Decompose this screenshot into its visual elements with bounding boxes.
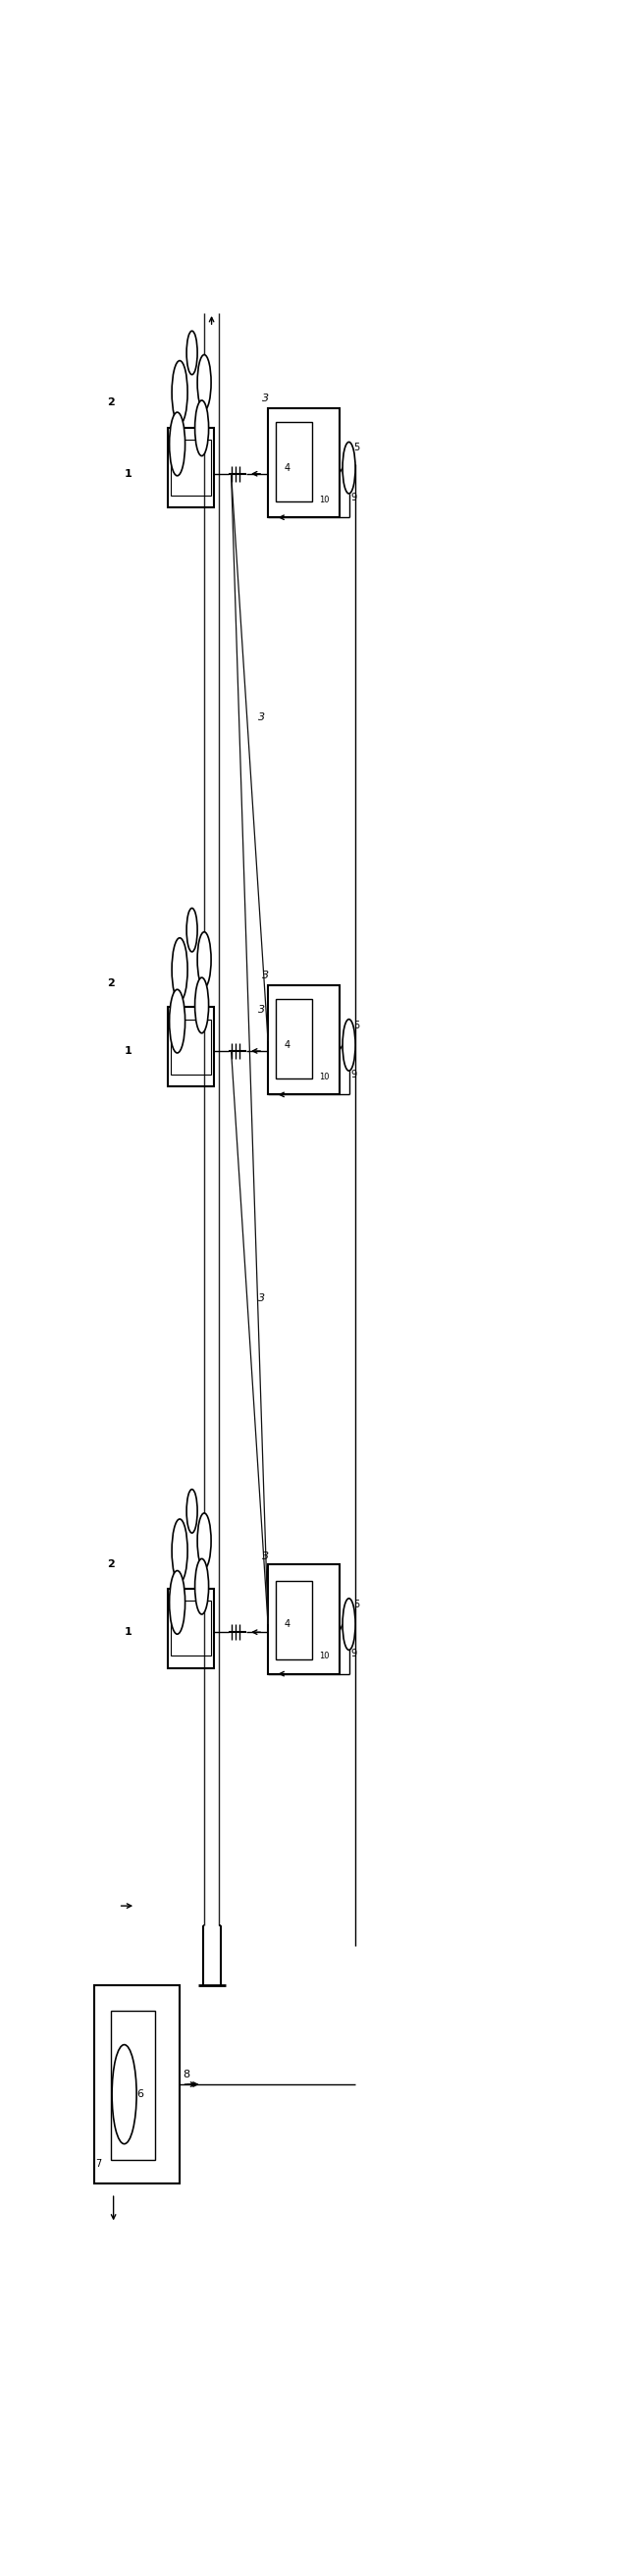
Circle shape (172, 938, 187, 1002)
Circle shape (172, 1520, 187, 1582)
Bar (167, 1007, 214, 1087)
Circle shape (170, 412, 185, 477)
Text: 9: 9 (350, 492, 356, 502)
Text: 9: 9 (350, 1069, 356, 1079)
Circle shape (187, 330, 197, 374)
Text: 3: 3 (262, 1551, 269, 1561)
Circle shape (172, 361, 187, 425)
Circle shape (170, 1571, 185, 1633)
Circle shape (195, 976, 209, 1033)
Circle shape (187, 909, 197, 951)
Text: 3: 3 (258, 1293, 265, 1303)
Text: 7: 7 (96, 2159, 102, 2169)
Text: 2: 2 (107, 979, 115, 989)
Bar (94, 1986, 180, 2184)
Text: 10: 10 (319, 1651, 330, 1662)
Bar (275, 1582, 312, 1659)
Circle shape (112, 2045, 137, 2143)
Bar (171, 440, 211, 495)
Text: 4: 4 (285, 464, 291, 474)
Text: 5: 5 (353, 1600, 360, 1610)
Circle shape (170, 989, 185, 1054)
Circle shape (342, 1020, 355, 1072)
Text: 8: 8 (182, 2069, 189, 2079)
Text: 3: 3 (258, 1005, 265, 1015)
Text: 9: 9 (350, 1649, 356, 1659)
Bar (167, 428, 214, 507)
Text: 1: 1 (124, 1046, 132, 1056)
Bar (268, 407, 339, 518)
Bar (268, 1564, 339, 1674)
Text: 3: 3 (258, 714, 265, 724)
Bar (171, 1020, 211, 1074)
Text: 3: 3 (262, 394, 269, 404)
Text: 1: 1 (124, 1628, 132, 1636)
Text: 5: 5 (353, 443, 360, 453)
Bar (275, 422, 312, 502)
Circle shape (197, 933, 211, 987)
Circle shape (342, 443, 355, 495)
Circle shape (195, 1558, 209, 1615)
Bar (268, 987, 339, 1095)
Text: 4: 4 (285, 1041, 291, 1051)
Circle shape (195, 399, 209, 456)
Text: 5: 5 (353, 1020, 360, 1030)
Text: 2: 2 (107, 1561, 115, 1569)
Text: 4: 4 (285, 1620, 291, 1628)
Text: 2: 2 (107, 397, 115, 407)
Circle shape (342, 1597, 355, 1651)
Bar (171, 1600, 211, 1656)
Text: 3: 3 (262, 971, 269, 981)
Circle shape (197, 1512, 211, 1569)
Circle shape (187, 1489, 197, 1533)
Text: 1: 1 (124, 469, 132, 479)
Circle shape (197, 355, 211, 410)
Text: 10: 10 (319, 495, 330, 505)
Bar (167, 1589, 214, 1667)
Text: 10: 10 (319, 1072, 330, 1082)
Bar (111, 2012, 155, 2159)
Bar (275, 999, 312, 1079)
Text: 6: 6 (137, 2089, 144, 2099)
